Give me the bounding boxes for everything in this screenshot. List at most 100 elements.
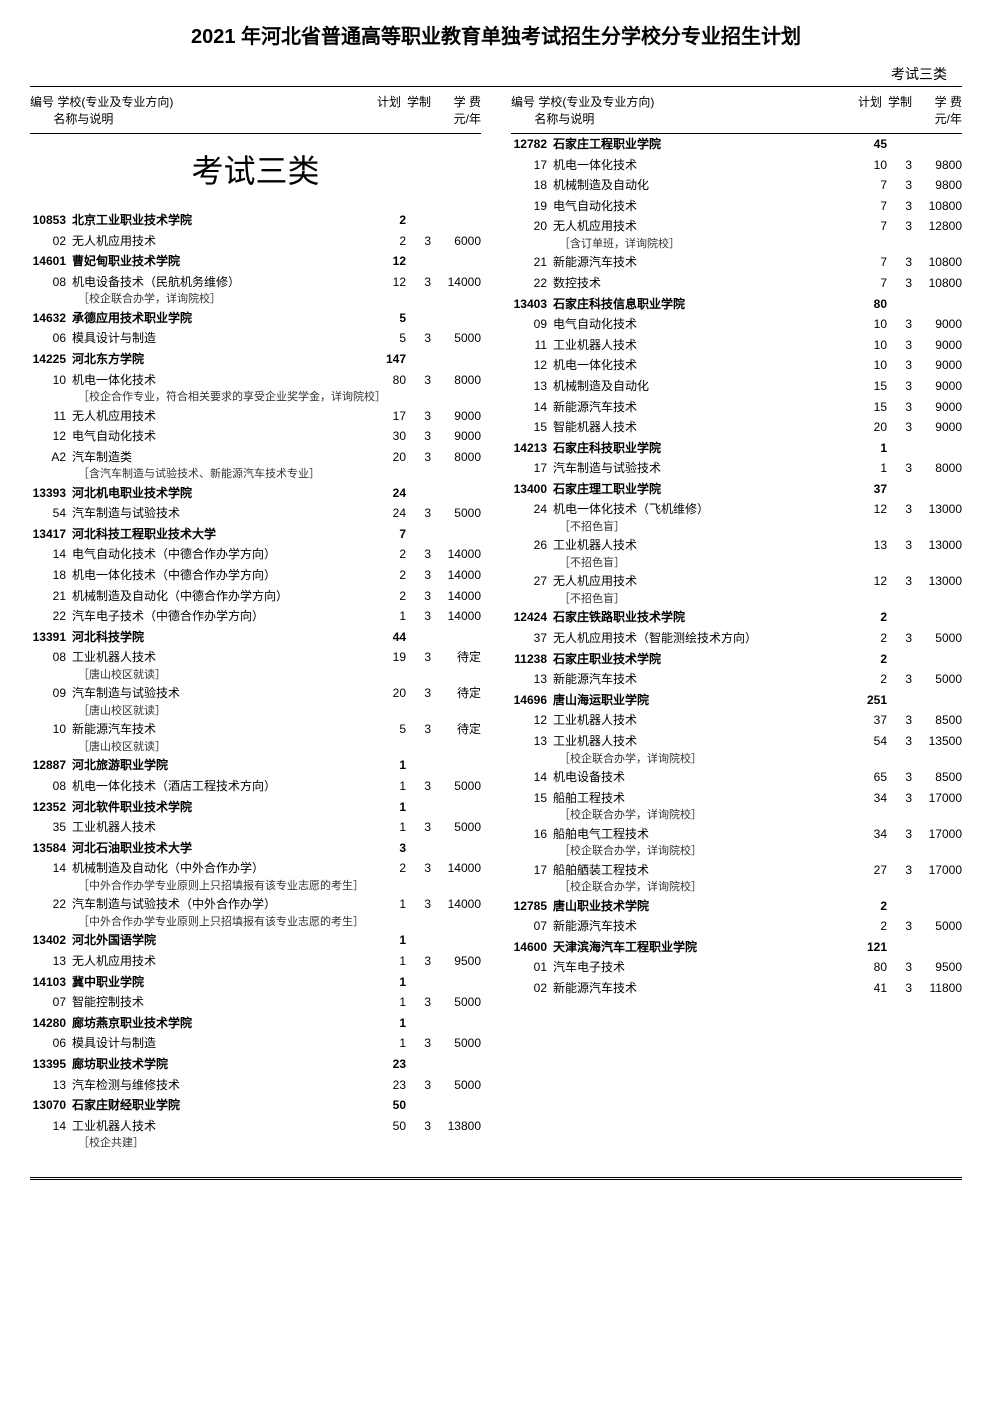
entry-code: 11238 <box>511 650 551 669</box>
entry-name: 智能机器人技术 <box>551 418 852 437</box>
entry-code: 07 <box>30 993 70 1012</box>
left-entries: 10853北京工业职业技术学院202无人机应用技术23600014601曹妃甸职… <box>30 210 481 1152</box>
entry-years: 3 <box>406 448 431 467</box>
entry-fee: 10800 <box>912 253 962 272</box>
entry-name: 汽车检测与维修技术 <box>70 1076 371 1095</box>
entry-years: 3 <box>887 356 912 375</box>
entry-code: 12887 <box>30 756 70 775</box>
entry-code: 22 <box>30 895 70 914</box>
major-row: 12机电一体化技术1039000 <box>511 355 962 376</box>
entry-plan: 20 <box>852 418 887 437</box>
entry-plan: 7 <box>371 525 406 544</box>
entry-code: 15 <box>511 789 551 808</box>
entry-years: 3 <box>887 768 912 787</box>
entry-fee: 10800 <box>912 274 962 293</box>
major-row: 06模具设计与制造535000 <box>30 328 481 349</box>
entry-name: 工业机器人技术 <box>551 711 852 730</box>
entry-years: 3 <box>406 648 431 667</box>
entry-code: 14280 <box>30 1014 70 1033</box>
entry-plan: 5 <box>371 309 406 328</box>
entry-plan: 80 <box>371 371 406 390</box>
entry-name: 工业机器人技术 <box>551 336 852 355</box>
entry-name: 无人机应用技术（智能测绘技术方向） <box>551 629 852 648</box>
major-row: 11无人机应用技术1739000 <box>30 406 481 427</box>
entry-plan: 7 <box>852 176 887 195</box>
entry-plan: 37 <box>852 711 887 730</box>
school-row: 14632承德应用技术职业学院5 <box>30 308 481 329</box>
major-row: 17船舶舾装工程技术27317000 <box>511 860 962 881</box>
header-fee: 学 费 元/年 <box>912 93 962 127</box>
entry-plan: 1 <box>371 798 406 817</box>
entry-name: 石家庄职业技术学院 <box>551 650 852 669</box>
entry-name: 河北科技学院 <box>70 628 371 647</box>
entry-years: 3 <box>887 377 912 396</box>
entry-plan: 2 <box>371 859 406 878</box>
entry-code: 17 <box>511 459 551 478</box>
entry-years: 3 <box>887 274 912 293</box>
entry-fee: 9500 <box>912 958 962 977</box>
content-columns: 编号 学校(专业及专业方向) 名称与说明 计划 学制 学 费 元/年 考试三类 … <box>30 87 962 1152</box>
entry-plan: 45 <box>852 135 887 154</box>
entry-name: 无人机应用技术 <box>551 217 852 236</box>
entry-name: 曹妃甸职业技术学院 <box>70 252 371 271</box>
entry-name: 机械制造及自动化（中德合作办学方向） <box>70 587 371 606</box>
entry-name: 汽车制造与试验技术（中外合作办学） <box>70 895 371 914</box>
major-row: 02新能源汽车技术41311800 <box>511 978 962 999</box>
entry-fee: 5000 <box>431 993 481 1012</box>
major-row: 54汽车制造与试验技术2435000 <box>30 503 481 524</box>
entry-plan: 2 <box>371 566 406 585</box>
entry-code: 13584 <box>30 839 70 858</box>
school-row: 13584河北石油职业技术大学3 <box>30 838 481 859</box>
entry-plan: 80 <box>852 295 887 314</box>
entry-name: 电气自动化技术 <box>551 315 852 334</box>
entry-plan: 24 <box>371 504 406 523</box>
entry-plan: 20 <box>371 684 406 703</box>
entry-years: 3 <box>406 329 431 348</box>
entry-name: 河北科技工程职业技术大学 <box>70 525 371 544</box>
entry-code: 07 <box>511 917 551 936</box>
entry-name: 工业机器人技术 <box>70 648 371 667</box>
entry-code: 20 <box>511 217 551 236</box>
entry-plan: 10 <box>852 336 887 355</box>
entry-years: 3 <box>887 958 912 977</box>
entry-years: 3 <box>406 1076 431 1095</box>
entry-code: 14 <box>30 859 70 878</box>
entry-code: 13 <box>511 732 551 751</box>
entry-fee: 9000 <box>912 418 962 437</box>
entry-plan: 30 <box>371 427 406 446</box>
entry-fee: 5000 <box>912 629 962 648</box>
entry-name: 机电一体化技术 <box>70 371 371 390</box>
entry-plan: 20 <box>371 448 406 467</box>
entry-note: ［校企联合办学，详询院校］ <box>511 808 962 823</box>
entry-note: ［校企合作专业，符合相关要求的享受企业奖学金，详询院校］ <box>30 390 481 405</box>
entry-note: ［校企联合办学，详询院校］ <box>511 752 962 767</box>
entry-name: 石家庄理工职业学院 <box>551 480 852 499</box>
entry-plan: 10 <box>852 156 887 175</box>
category-heading: 考试三类 <box>30 146 481 192</box>
entry-fee: 11800 <box>912 979 962 998</box>
entry-code: 13402 <box>30 931 70 950</box>
entry-code: 12782 <box>511 135 551 154</box>
entry-plan: 54 <box>852 732 887 751</box>
entry-years: 3 <box>887 629 912 648</box>
major-row: 21机械制造及自动化（中德合作办学方向）2314000 <box>30 586 481 607</box>
major-row: 06模具设计与制造135000 <box>30 1033 481 1054</box>
entry-plan: 147 <box>371 350 406 369</box>
entry-code: 14225 <box>30 350 70 369</box>
entry-code: 08 <box>30 273 70 292</box>
entry-code: 09 <box>30 684 70 703</box>
major-row: 27无人机应用技术12313000 <box>511 571 962 592</box>
entry-name: 机电设备技术 <box>551 768 852 787</box>
entry-fee: 13500 <box>912 732 962 751</box>
school-row: 11238石家庄职业技术学院2 <box>511 649 962 670</box>
entry-code: 13400 <box>511 480 551 499</box>
entry-fee: 5000 <box>912 917 962 936</box>
entry-code: 11 <box>511 336 551 355</box>
entry-name: 石家庄科技职业学院 <box>551 439 852 458</box>
entry-fee: 14000 <box>431 273 481 292</box>
entry-plan: 10 <box>852 315 887 334</box>
entry-years: 3 <box>887 459 912 478</box>
entry-years: 3 <box>887 825 912 844</box>
major-row: 22汽车制造与试验技术（中外合作办学）1314000 <box>30 894 481 915</box>
entry-plan: 1 <box>852 439 887 458</box>
